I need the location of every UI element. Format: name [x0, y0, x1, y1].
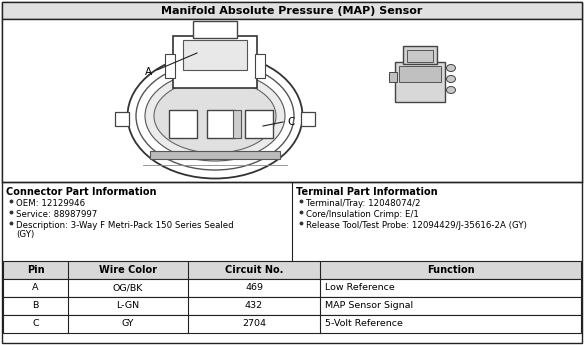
Bar	[407, 50, 433, 62]
Text: C: C	[287, 117, 295, 127]
Bar	[3, 297, 581, 315]
Bar	[403, 46, 437, 64]
Text: L-GN: L-GN	[116, 302, 140, 310]
Text: A: A	[32, 284, 39, 293]
Ellipse shape	[136, 62, 294, 170]
Text: GY: GY	[121, 319, 134, 328]
Text: Terminal/Tray: 12048074/2: Terminal/Tray: 12048074/2	[306, 199, 420, 208]
Bar	[3, 261, 581, 279]
Text: Terminal Part Information: Terminal Part Information	[296, 187, 437, 197]
Bar	[2, 2, 582, 19]
Bar	[399, 66, 441, 82]
Bar	[2, 19, 582, 182]
Bar	[301, 112, 315, 126]
Text: Pin: Pin	[27, 265, 44, 275]
Text: 432: 432	[245, 302, 263, 310]
Text: Wire Color: Wire Color	[99, 265, 157, 275]
Bar	[183, 40, 247, 70]
Ellipse shape	[145, 71, 285, 161]
Bar	[193, 21, 237, 38]
Bar	[389, 72, 397, 82]
Text: Manifold Absolute Pressure (MAP) Sensor: Manifold Absolute Pressure (MAP) Sensor	[161, 6, 423, 16]
Bar	[169, 110, 197, 138]
Text: Description: 3-Way F Metri-Pack 150 Series Sealed: Description: 3-Way F Metri-Pack 150 Seri…	[16, 221, 234, 230]
Ellipse shape	[447, 76, 456, 82]
Bar	[233, 110, 241, 138]
Bar	[3, 315, 581, 333]
Bar	[173, 36, 257, 88]
Text: (GY): (GY)	[16, 230, 34, 239]
Ellipse shape	[127, 53, 303, 178]
Bar	[245, 110, 273, 138]
Text: A: A	[144, 67, 152, 77]
Bar	[165, 54, 175, 78]
Text: Service: 88987997: Service: 88987997	[16, 210, 98, 219]
Bar	[395, 62, 445, 102]
Text: Function: Function	[427, 265, 474, 275]
Ellipse shape	[447, 87, 456, 93]
Bar	[3, 279, 581, 297]
Text: Core/Insulation Crimp: E/1: Core/Insulation Crimp: E/1	[306, 210, 419, 219]
Text: 5-Volt Reference: 5-Volt Reference	[325, 319, 403, 328]
Text: Circuit No.: Circuit No.	[225, 265, 283, 275]
Text: 2704: 2704	[242, 319, 266, 328]
Text: C: C	[32, 319, 39, 328]
Bar	[207, 110, 235, 138]
Bar	[150, 151, 280, 159]
Text: Release Tool/Test Probe: 12094429/J-35616-2A (GY): Release Tool/Test Probe: 12094429/J-3561…	[306, 221, 527, 230]
Ellipse shape	[154, 79, 276, 153]
Text: Low Reference: Low Reference	[325, 284, 395, 293]
Text: OEM: 12129946: OEM: 12129946	[16, 199, 85, 208]
Text: OG/BK: OG/BK	[113, 284, 143, 293]
Bar	[115, 112, 129, 126]
Text: MAP Sensor Signal: MAP Sensor Signal	[325, 302, 413, 310]
Bar	[255, 54, 265, 78]
Text: B: B	[32, 302, 39, 310]
Ellipse shape	[447, 65, 456, 71]
Text: 469: 469	[245, 284, 263, 293]
Text: Connector Part Information: Connector Part Information	[6, 187, 157, 197]
